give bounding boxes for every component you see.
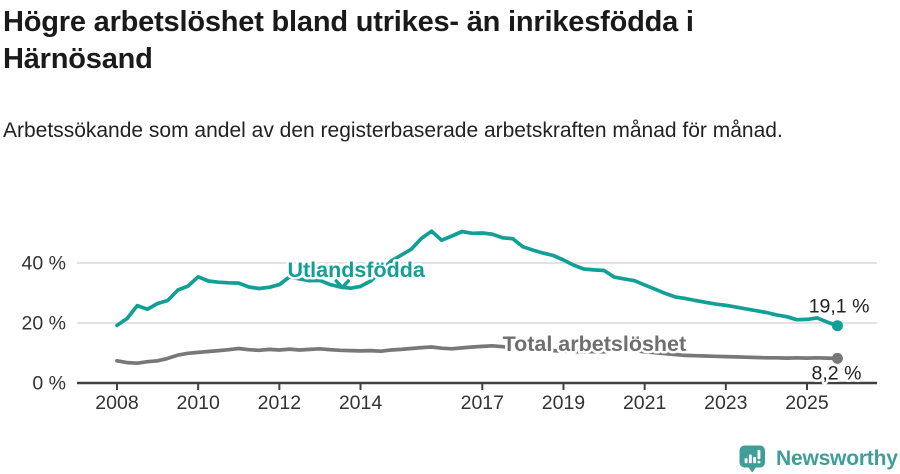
chart-title: Högre arbetslöshet bland utrikes- än inr… <box>3 6 694 75</box>
label-caret-icon <box>334 279 351 290</box>
end-value-label: 19,1 % <box>809 296 870 318</box>
x-tick-label: 2021 <box>623 392 666 414</box>
series-label: Utlandsfödda <box>287 258 425 282</box>
x-tick-label: 2025 <box>785 392 829 414</box>
x-tick-label: 2017 <box>461 392 504 414</box>
x-tick-label: 2014 <box>339 392 383 414</box>
x-tick-label: 2010 <box>176 392 220 414</box>
newsworthy-logo: Newsworthy <box>739 445 898 473</box>
chart-subtitle: Arbetssökande som andel av den registerb… <box>3 119 783 142</box>
unemployment-line-chart: 2008 2010 2012 2014 2017 2019 2021 2023 2025 0 % 2… <box>22 229 877 414</box>
x-tick-label: 2023 <box>704 392 747 414</box>
series-label: Total arbetslöshet <box>503 332 687 356</box>
series-end-dot <box>831 320 843 332</box>
x-tick-label: 2012 <box>258 392 301 414</box>
series-end-dot <box>831 352 843 364</box>
y-tick-label: 40 % <box>22 253 66 275</box>
x-tick-label: 2008 <box>95 392 138 414</box>
series-line <box>115 343 840 366</box>
x-tick-label: 2019 <box>542 392 585 414</box>
end-value-label: 8,2 % <box>812 362 862 384</box>
series-line <box>115 229 840 328</box>
y-tick-label: 20 % <box>22 313 66 335</box>
y-tick-label: 0 % <box>32 373 66 395</box>
newsworthy-pin-icon <box>739 445 765 473</box>
brand-name: Newsworthy <box>776 447 898 470</box>
